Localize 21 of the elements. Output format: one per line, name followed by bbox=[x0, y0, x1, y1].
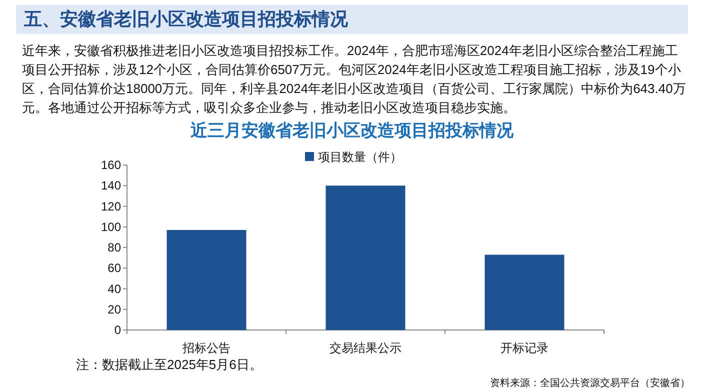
x-tick-label: 招标公告 bbox=[182, 341, 230, 355]
x-tick-label: 交易结果公示 bbox=[330, 341, 402, 355]
y-tick-label: 100 bbox=[100, 220, 122, 234]
y-tick-label: 60 bbox=[108, 261, 122, 276]
bar bbox=[326, 186, 406, 330]
y-tick-label: 120 bbox=[100, 199, 122, 214]
y-tick-label: 40 bbox=[108, 282, 122, 296]
bar bbox=[166, 230, 246, 330]
bar bbox=[484, 254, 564, 330]
legend-label: 项目数量（件） bbox=[318, 150, 402, 164]
y-tick-label: 0 bbox=[114, 323, 122, 337]
y-tick-label: 140 bbox=[100, 178, 122, 193]
y-tick-label: 80 bbox=[108, 240, 122, 254]
chart-title: 近三月安徽省老旧小区改造项目招投标情况 bbox=[190, 120, 514, 142]
y-tick-label: 20 bbox=[108, 302, 122, 316]
text: 五、安徽省老旧小区改造项目招投标情况 bbox=[24, 8, 348, 30]
x-tick-label: 开标记录 bbox=[500, 341, 548, 355]
text: 注：数据截止至2025年5月6日。 bbox=[76, 356, 262, 374]
text: 资料来源：全国公共资源交易平台（安徽省） bbox=[489, 376, 690, 390]
y-tick-label: 160 bbox=[100, 158, 122, 172]
text: 近年来，安徽省积极推进老旧小区改造项目招投标工作。2024年，合肥市瑶海区2024年老旧小区综合整治工程施工项目公开招标，涉及12个小区，合同估算价6507万元。包河区2024年老旧小区改造工程项目施工招标，涉及19个小区，合同估算价达18000万元。同年，利辛县2024年老旧小区改造项目（百货公司、工行家属院）中标价为643.40万元。各地通过公开招标等方式，吸引众多企业参与，推动老旧小区改造项目稳步实施。 bbox=[22, 42, 687, 117]
